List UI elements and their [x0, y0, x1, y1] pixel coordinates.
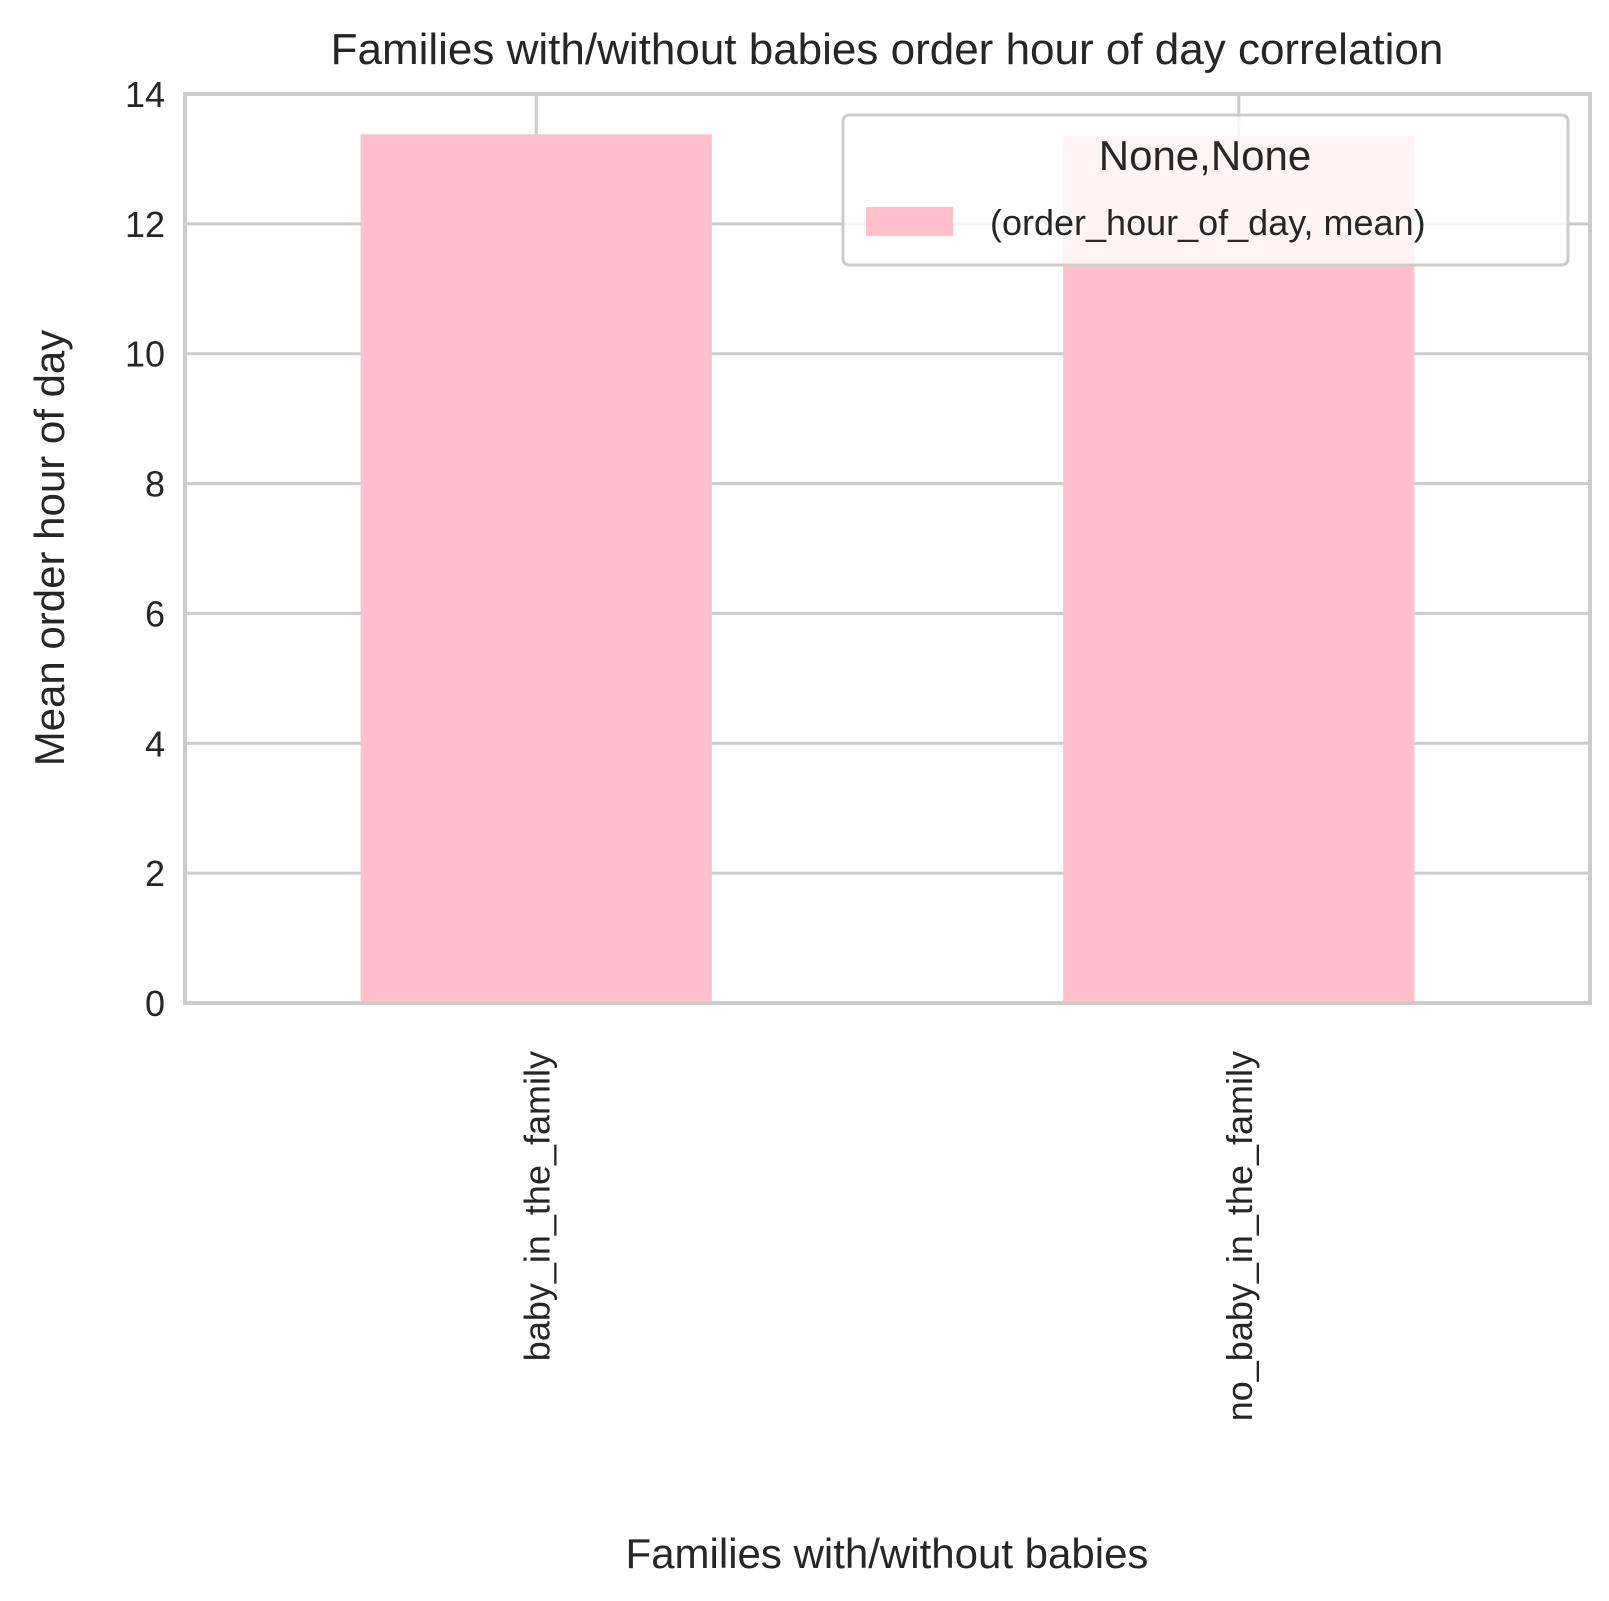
x-tick-label: no_baby_in_the_family: [1219, 1051, 1260, 1421]
bar-baby-in-the-family: [360, 134, 712, 1003]
bars: [360, 134, 1415, 1004]
x-tick-label: baby_in_the_family: [516, 1051, 557, 1361]
y-tick-labels: 0 2 4 6 8 10 12 14: [125, 74, 165, 1024]
y-tick-label: 8: [145, 464, 165, 505]
legend-swatch: [866, 207, 953, 236]
y-tick-label: 10: [125, 334, 165, 375]
x-tick-labels: baby_in_the_family no_baby_in_the_family: [516, 1051, 1260, 1421]
y-tick-label: 2: [145, 853, 165, 894]
legend-label: (order_hour_of_day, mean): [990, 202, 1426, 243]
legend-title: None,None: [1099, 132, 1311, 179]
y-tick-label: 12: [125, 204, 165, 245]
plot-area-frame: [183, 92, 1592, 1005]
x-axis-label: Families with/without babies: [626, 1530, 1149, 1577]
chart-title: Families with/without babies order hour …: [331, 25, 1444, 74]
legend: None,None (order_hour_of_day, mean): [841, 113, 1570, 267]
y-tick-label: 0: [145, 983, 165, 1024]
y-axis-label: Mean order hour of day: [26, 330, 73, 767]
y-tick-label: 6: [145, 593, 165, 634]
y-tick-label: 4: [145, 723, 165, 764]
legend-box: [841, 113, 1570, 267]
bar-no-baby-in-the-family: [1063, 136, 1415, 1004]
y-tick-label: 14: [125, 74, 165, 115]
